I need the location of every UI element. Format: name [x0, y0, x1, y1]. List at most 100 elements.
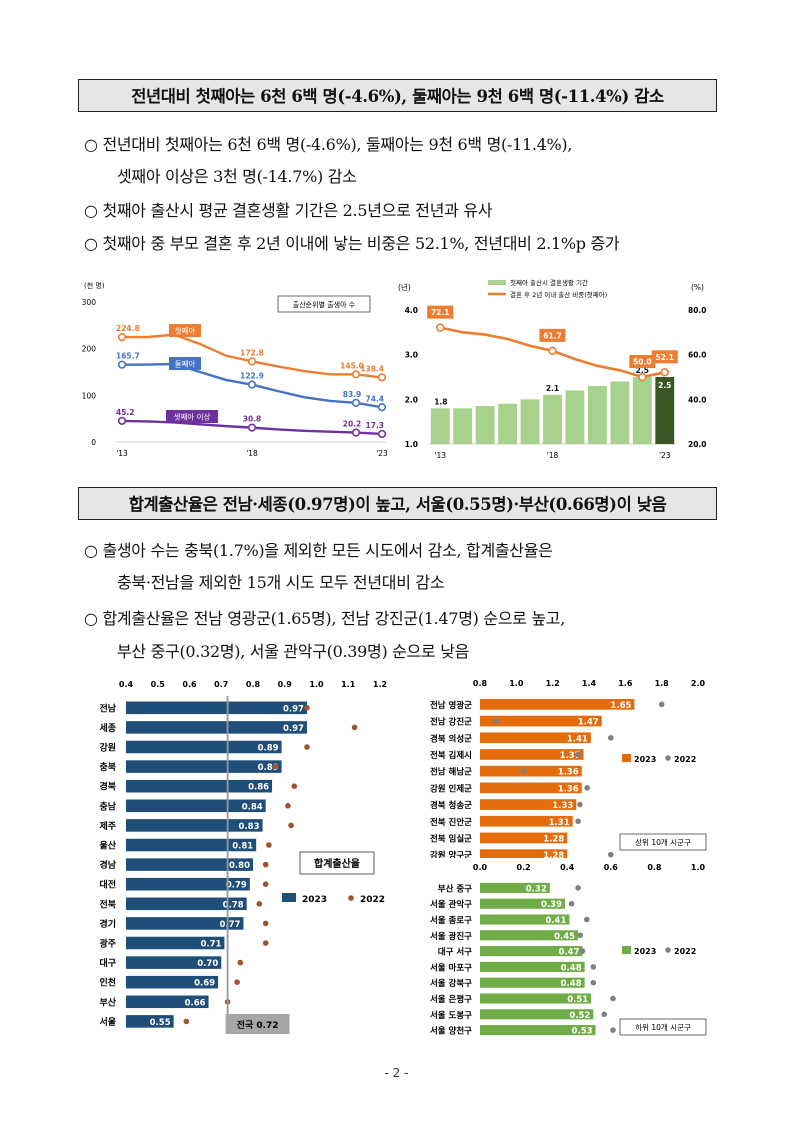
data-point — [117, 332, 127, 342]
series-tag-label: 셋째아 이상 — [174, 412, 211, 422]
bottom10-district-chart: 0.0 0.2 0.4 0.6 0.8 1.0 부산 중구 0.32 서울 관악구 0.39 서울 … — [430, 863, 707, 1037]
category-label: 전남 영광군 — [430, 700, 472, 711]
bar-value-label: 0.45 — [554, 932, 575, 942]
bar — [430, 408, 450, 444]
bar-value-label: 0.48 — [561, 963, 582, 973]
right-tick-label: 60.0 — [688, 351, 707, 360]
bar-label: 1.8 — [434, 397, 447, 406]
section-heading-2: 합계출산율은 전남·세종(0.97명)이 높고, 서울(0.55명)·부산(0.… — [78, 487, 717, 520]
dot-2022 — [262, 881, 269, 887]
bar — [587, 385, 607, 444]
bar-2023 — [126, 858, 253, 871]
dot-2022 — [590, 964, 597, 970]
category-label: 충북 — [99, 761, 116, 773]
left-tick-label: 1.0 — [405, 440, 418, 449]
bar — [453, 408, 473, 444]
x-tick-label: 0.5 — [151, 680, 166, 689]
dot-2022 — [658, 701, 665, 708]
category-label: 인천 — [99, 978, 116, 989]
category-label: 서울 종로구 — [430, 915, 472, 926]
bar-value-label: 0.97 — [283, 704, 304, 714]
category-label: 서울 — [99, 1016, 116, 1028]
bar-value-label: 0.79 — [226, 881, 247, 891]
bar-2023 — [480, 961, 585, 972]
line-point — [638, 372, 647, 382]
legend-title: 출산순위별 출생아 수 — [293, 300, 356, 309]
left-unit: (년) — [398, 282, 411, 292]
category-label: 경남 — [99, 859, 116, 871]
category-label: 광주 — [99, 938, 116, 950]
bar-value-label: 0.83 — [239, 822, 260, 832]
bar-value-label: 0.48 — [561, 979, 582, 989]
bullet-1-line-2: 셋째아 이상은 3천 명(-14.7%) 감소 — [117, 167, 357, 186]
x-tick-label: 1.1 — [341, 680, 356, 689]
bar-value-label: 0.47 — [558, 948, 579, 958]
line-label: 61.7 — [543, 331, 562, 340]
legend-label: 결혼 후 2년 이내 출산 비중(첫째아) — [510, 290, 607, 299]
legend-swatch-2022 — [665, 755, 671, 761]
bar-label: 2.1 — [546, 384, 559, 393]
bar-value-label: 0.84 — [242, 802, 263, 812]
bar-2023 — [480, 749, 584, 760]
data-label: 145.0 — [340, 361, 364, 370]
bar-value-label: 0.39 — [541, 900, 562, 910]
category-label: 충남 — [99, 800, 116, 812]
data-label: 30.8 — [243, 415, 262, 424]
bar-2023 — [480, 782, 582, 794]
data-point — [377, 429, 387, 439]
bar — [498, 403, 518, 444]
dot-2022 — [568, 900, 575, 907]
bar-2023 — [126, 740, 282, 754]
bullet-3: ○ 첫째아 중 부모 결혼 후 2년 이내에 낳는 비중은 52.1%, 전년대… — [84, 234, 620, 253]
category-label: 경북 — [99, 781, 116, 793]
category-label: 전북 임실군 — [430, 833, 472, 844]
category-label: 서울 강북구 — [430, 978, 472, 989]
category-label: 서울 양천구 — [430, 1026, 472, 1037]
line-label: 50.0 — [633, 358, 652, 367]
group-label: 하위 10개 시군구 — [635, 1022, 691, 1032]
dot-2022 — [577, 932, 584, 939]
bullet-5-line-2: 부산 중구(0.32명), 서울 관악구(0.39명) 순으로 낮음 — [117, 642, 470, 661]
bar-2023 — [480, 914, 570, 925]
bar-value-label: 1.37 — [560, 751, 581, 761]
x-tick-label: 0.6 — [604, 863, 619, 872]
legend-label-2022: 2022 — [360, 895, 385, 905]
category-label: 전남 해남군 — [430, 767, 472, 778]
dot-2022 — [288, 822, 294, 829]
bar-2023 — [480, 1009, 594, 1020]
bar-2023 — [480, 946, 583, 957]
legend-label: 첫째아 출산시 결혼생활 기간 — [510, 278, 588, 287]
x-tick-label: 1.2 — [373, 680, 387, 689]
data-point — [377, 403, 387, 412]
bar — [475, 406, 495, 444]
x-tick-label: '13 — [434, 451, 446, 460]
bar-value-label: 0.78 — [223, 900, 244, 910]
x-tick-label: 0.8 — [246, 680, 261, 689]
bar-2023 — [126, 917, 244, 930]
category-label: 세종 — [99, 722, 116, 734]
data-point — [351, 398, 361, 407]
bar-2023 — [480, 732, 591, 744]
right-tick-label: 80.0 — [688, 306, 707, 315]
bar-value-label: 0.66 — [185, 998, 206, 1008]
bar-value-label: 0.69 — [194, 979, 215, 989]
category-label: 경북 의성군 — [430, 733, 472, 744]
bar-value-label: 1.41 — [567, 734, 588, 744]
bar-value-label: 0.77 — [219, 920, 240, 930]
right-unit: (%) — [691, 283, 704, 292]
bar-value-label: 1.28 — [543, 834, 564, 844]
x-tick-label: 0.4 — [119, 680, 134, 689]
bar-2023 — [480, 849, 568, 858]
section-heading-1: 전년대비 첫째아는 6천 6백 명(-4.6%), 둘째아는 9천 6백 명(-… — [78, 79, 717, 112]
dot-2022 — [584, 916, 590, 923]
data-point — [351, 370, 361, 379]
x-tick-label: 1.0 — [309, 680, 324, 689]
bar-value-label: 1.36 — [558, 768, 579, 778]
category-label: 경북 청송군 — [430, 800, 472, 811]
legend-swatch-2023 — [282, 893, 296, 902]
bar-value-label: 0.55 — [150, 1018, 171, 1028]
births-by-order-chart: (천 명) 0 100 200 300 '13 '18 '23 출산순위별 출생아 수 224.8… — [82, 281, 388, 458]
bar-value-label: 0.97 — [283, 724, 304, 734]
category-label: 부산 중구 — [438, 883, 472, 894]
dot-2022 — [262, 861, 269, 868]
